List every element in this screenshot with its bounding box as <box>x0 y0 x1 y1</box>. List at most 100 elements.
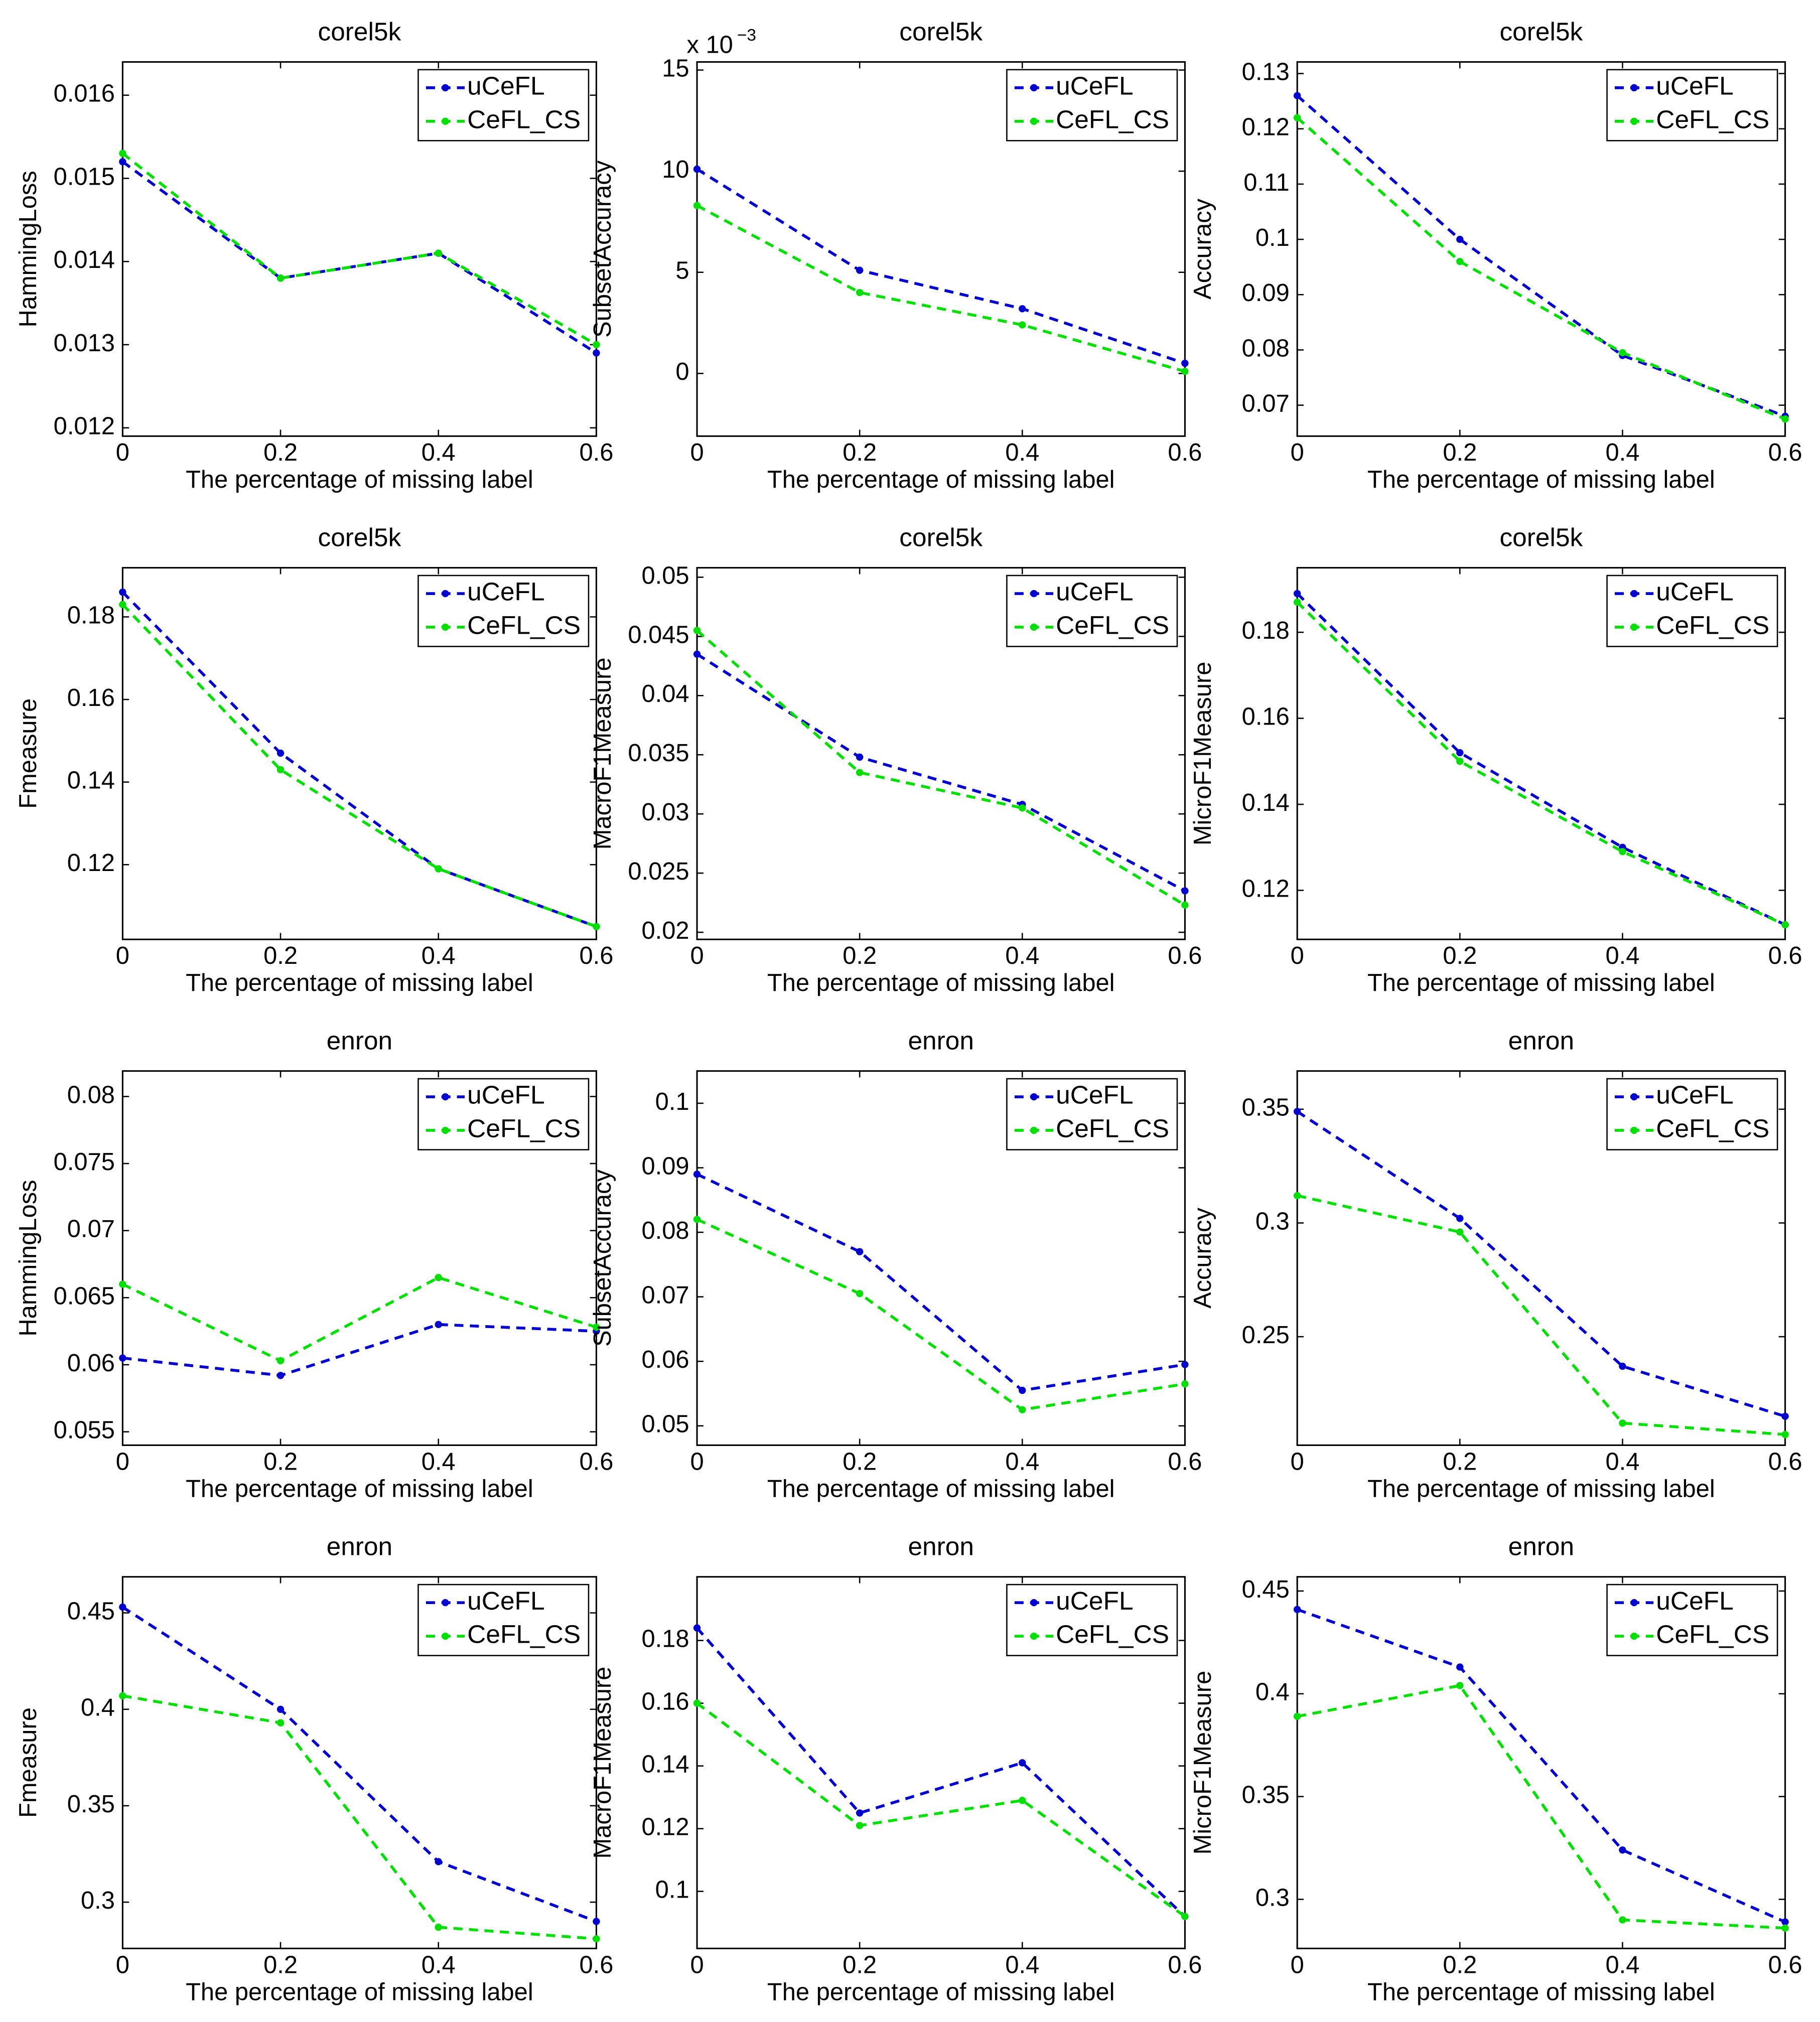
x-tick-label: 0.6 <box>1768 942 1802 969</box>
legend-label: CeFL_CS <box>1656 104 1769 133</box>
series-line <box>121 603 597 928</box>
x-tick-label: 0 <box>690 1448 704 1475</box>
legend-label: CeFL_CS <box>467 1113 581 1142</box>
y-tick-label: 0.12 <box>1242 114 1290 141</box>
legend-label: uCeFL <box>1656 1586 1733 1615</box>
legend-marker <box>442 84 449 92</box>
legend-label: CeFL_CS <box>1656 1620 1769 1649</box>
y-tick-label: 0.014 <box>54 246 115 273</box>
series-line <box>696 629 1186 907</box>
data-point <box>119 1603 126 1611</box>
data-point <box>1619 1419 1626 1427</box>
y-tick-label: 0.35 <box>1242 1094 1290 1121</box>
subplot: corel5k The percentage of missing label Mi… <box>1189 523 1802 997</box>
x-axis-label: The percentage of missing label <box>1367 1475 1715 1502</box>
subplot: enron The percentage of missing label Fmea… <box>15 1532 613 2006</box>
legend-box <box>1606 574 1778 647</box>
data-point <box>856 266 864 274</box>
legend-marker <box>1030 117 1038 125</box>
data-point <box>1019 1759 1026 1767</box>
legend-label: uCeFL <box>1656 577 1733 606</box>
x-tick-label: 0.4 <box>422 439 456 466</box>
legend-box <box>417 1583 590 1656</box>
x-tick-label: 0.6 <box>1168 942 1202 969</box>
x-tick-label: 0.4 <box>1605 1951 1639 1978</box>
data-point <box>119 150 126 157</box>
data-point <box>435 1321 442 1329</box>
chart-title: enron <box>327 1532 393 1561</box>
data-point <box>1019 1406 1026 1413</box>
legend-box <box>1006 1583 1178 1656</box>
data-point <box>435 1274 442 1281</box>
series-line <box>1296 593 1786 926</box>
chart-title: corel5k <box>1499 523 1583 552</box>
series-line <box>121 152 597 346</box>
y-tick-label: 0.14 <box>67 767 115 794</box>
legend-label: uCeFL <box>1656 71 1733 100</box>
legend-box <box>417 69 590 141</box>
x-tick-label: 0.6 <box>1168 439 1202 466</box>
data-point <box>1781 1918 1789 1926</box>
legend-marker <box>1630 117 1638 125</box>
y-tick-label: 0.065 <box>54 1282 115 1310</box>
x-tick-label: 0 <box>690 942 704 969</box>
legend-box <box>1606 1583 1778 1656</box>
legend: uCeFL CeFL_CS <box>417 574 590 647</box>
data-point <box>119 588 126 596</box>
subplot: enron The percentage of missing label Accu… <box>1189 1026 1802 1503</box>
x-axis-label: The percentage of missing label <box>1367 466 1715 493</box>
y-tick-label: 0.08 <box>1242 335 1290 362</box>
legend-marker <box>442 1093 449 1101</box>
x-axis-label: The percentage of missing label <box>186 1978 533 2005</box>
legend-box <box>1006 69 1178 141</box>
legend-label: uCeFL <box>1056 71 1133 100</box>
y-tick-label: 15 <box>662 55 689 82</box>
series-line <box>696 653 1186 893</box>
data-point <box>1619 848 1626 855</box>
data-point <box>856 753 864 761</box>
x-tick-label: 0.6 <box>579 1951 613 1978</box>
data-point <box>1293 1192 1301 1200</box>
y-tick-label: 0.18 <box>67 602 115 629</box>
x-tick-label: 0.2 <box>263 1448 298 1475</box>
x-tick-label: 0.4 <box>1605 439 1639 466</box>
chart-title: enron <box>1508 1532 1575 1561</box>
series-line <box>696 168 1186 365</box>
y-tick-label: 0.35 <box>67 1791 115 1818</box>
legend: uCeFL CeFL_CS <box>1006 1078 1178 1150</box>
x-tick-label: 0 <box>690 1951 704 1978</box>
y-axis-label: HammingLoss <box>15 1180 42 1336</box>
y-tick-label: 0.16 <box>67 684 115 711</box>
y-tick-label: 0.18 <box>1242 617 1290 644</box>
data-point <box>1293 1712 1301 1720</box>
x-tick-label: 0 <box>690 439 704 466</box>
y-axis-label: Fmeasure <box>15 698 42 809</box>
series-line <box>1296 601 1786 926</box>
y-axis-label: MicroF1Measure <box>1189 662 1216 846</box>
legend-marker <box>1030 1093 1038 1101</box>
legend-label: uCeFL <box>1056 577 1133 606</box>
y-tick-label: 5 <box>675 257 689 284</box>
legend: uCeFL CeFL_CS <box>1606 574 1778 647</box>
legend-box <box>1006 574 1178 647</box>
data-point <box>593 341 600 349</box>
legend: uCeFL CeFL_CS <box>1606 1583 1778 1656</box>
y-tick-label: 0.025 <box>628 858 689 885</box>
data-point <box>1619 1916 1626 1924</box>
x-tick-label: 0.6 <box>1768 439 1802 466</box>
y-tick-label: 0.06 <box>67 1350 115 1377</box>
data-point <box>1456 1663 1464 1671</box>
x-tick-label: 0.4 <box>1005 439 1039 466</box>
x-axis-label: The percentage of missing label <box>767 969 1115 996</box>
legend-label: CeFL_CS <box>1056 1620 1169 1649</box>
y-scale-exponent: −3 <box>737 26 756 45</box>
data-point <box>693 1624 701 1632</box>
x-axis-label: The percentage of missing label <box>1367 969 1715 996</box>
legend: uCeFL CeFL_CS <box>417 1583 590 1656</box>
y-tick-label: 0.06 <box>642 1346 689 1373</box>
data-point <box>1456 1682 1464 1689</box>
y-tick-label: 10 <box>662 156 689 183</box>
y-tick-label: 0.35 <box>1242 1782 1290 1809</box>
data-point <box>1456 257 1464 265</box>
